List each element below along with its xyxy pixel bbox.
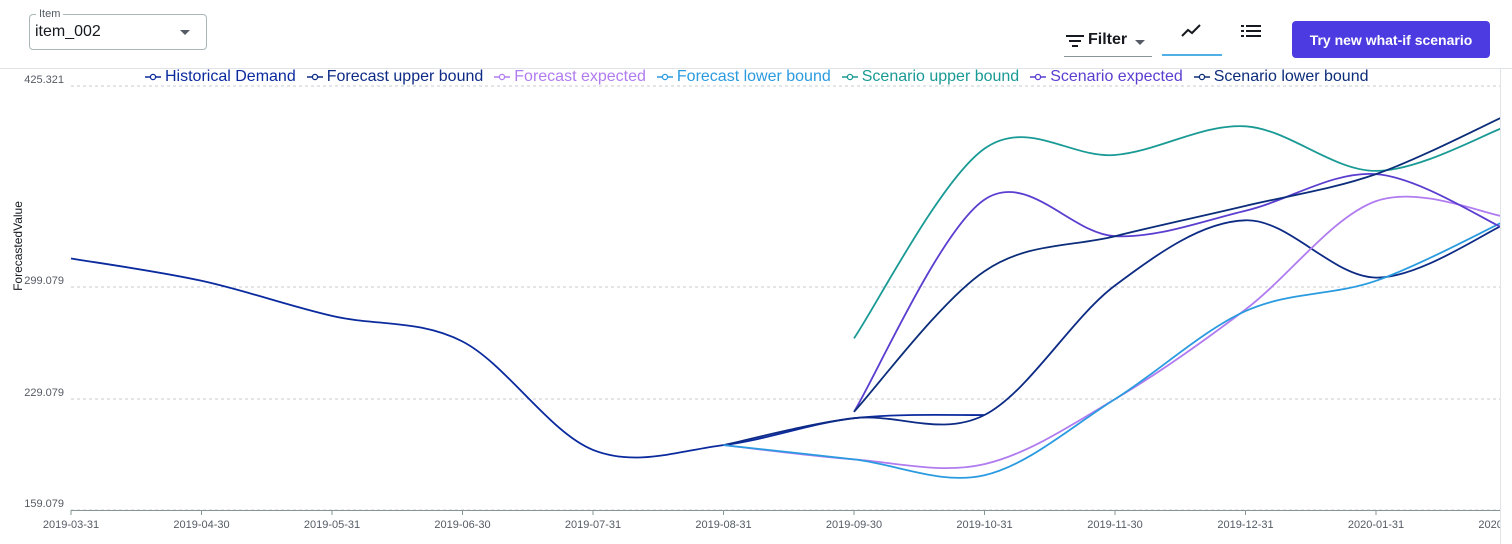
legend-item[interactable]: Historical Demand: [145, 68, 296, 86]
x-tick-label: 2019-09-30: [826, 519, 882, 531]
x-tick-label: 2019-05-31: [304, 519, 360, 531]
item-select-value: item_002: [35, 23, 101, 40]
x-tick-label: 2019-06-30: [434, 519, 490, 531]
legend-item[interactable]: Scenario upper bound: [841, 68, 1020, 86]
legend-item[interactable]: Forecast lower bound: [656, 68, 831, 86]
caret-down-icon: [180, 30, 190, 35]
legend-label: Scenario lower bound: [1213, 68, 1369, 85]
y-tick-label: 159.079: [24, 498, 64, 510]
y-tick-label: 299.079: [24, 275, 64, 287]
line-view-button[interactable]: [1162, 14, 1222, 56]
legend-marker-icon: [306, 73, 323, 81]
filter-label: Filter: [1088, 31, 1128, 48]
x-tick-label: 2019-11-30: [1087, 519, 1142, 531]
legend-marker-icon: [1030, 73, 1047, 81]
x-tick-label: 2019-04-30: [173, 519, 229, 531]
list-view-button[interactable]: [1222, 14, 1282, 54]
legend-item[interactable]: Forecast upper bound: [306, 68, 484, 86]
legend-label: Forecast lower bound: [676, 68, 831, 85]
x-tick-label: 2019-07-31: [565, 519, 621, 531]
legend-marker-icon: [494, 73, 511, 81]
filter-button[interactable]: Filter: [1064, 26, 1152, 57]
y-tick-label: 229.079: [24, 387, 64, 399]
series-line-scenario-upper-bound: [853, 125, 1500, 339]
legend-label: Forecast expected: [514, 68, 646, 85]
x-tick-label: 2019-08-31: [695, 519, 751, 531]
caret-down-icon: [1135, 40, 1145, 45]
series-line-historical-demand: [70, 257, 985, 459]
item-select-label: Item: [36, 8, 64, 20]
chart-legend: Historical Demand Forecast upper bound For…: [145, 67, 1380, 87]
series-line-scenario-expected: [853, 173, 1500, 413]
y-tick-label: 425.321: [24, 74, 64, 86]
legend-marker-icon: [841, 73, 858, 81]
x-tick-label: 2020-01-31: [1348, 519, 1404, 531]
line-chart-icon: [1181, 24, 1201, 37]
list-icon: [1241, 25, 1261, 37]
x-tick-label: 2019-12-31: [1217, 519, 1273, 531]
divider: [0, 68, 1512, 69]
legend-label: Scenario upper bound: [861, 68, 1020, 85]
x-tick-label: 2019-03-31: [43, 519, 99, 531]
legend-marker-icon: [1193, 73, 1210, 81]
x-tick-label: 2020-02-29: [1478, 519, 1500, 531]
series-line-forecast-upper-bound: [723, 219, 1500, 446]
legend-marker-icon: [145, 73, 161, 81]
item-select[interactable]: Item item_002: [29, 8, 207, 50]
legend-label: Scenario expected: [1050, 68, 1183, 85]
legend-item[interactable]: Forecast expected: [494, 68, 646, 86]
series-line-forecast-lower-bound: [723, 222, 1500, 479]
x-tick-label: 2019-10-31: [956, 519, 1012, 531]
legend-label: Historical Demand: [165, 68, 296, 85]
y-axis-label: ForecastedValue: [11, 201, 25, 291]
filter-icon: [1066, 35, 1084, 47]
legend-item[interactable]: Scenario expected: [1030, 68, 1183, 86]
legend-label: Forecast upper bound: [326, 68, 484, 85]
series-line-scenario-lower-bound: [853, 117, 1500, 413]
scroll-track: [1500, 68, 1501, 544]
legend-item[interactable]: Scenario lower bound: [1193, 68, 1369, 86]
try-what-if-scenario-button[interactable]: Try new what-if scenario: [1292, 21, 1490, 58]
legend-marker-icon: [656, 73, 673, 81]
